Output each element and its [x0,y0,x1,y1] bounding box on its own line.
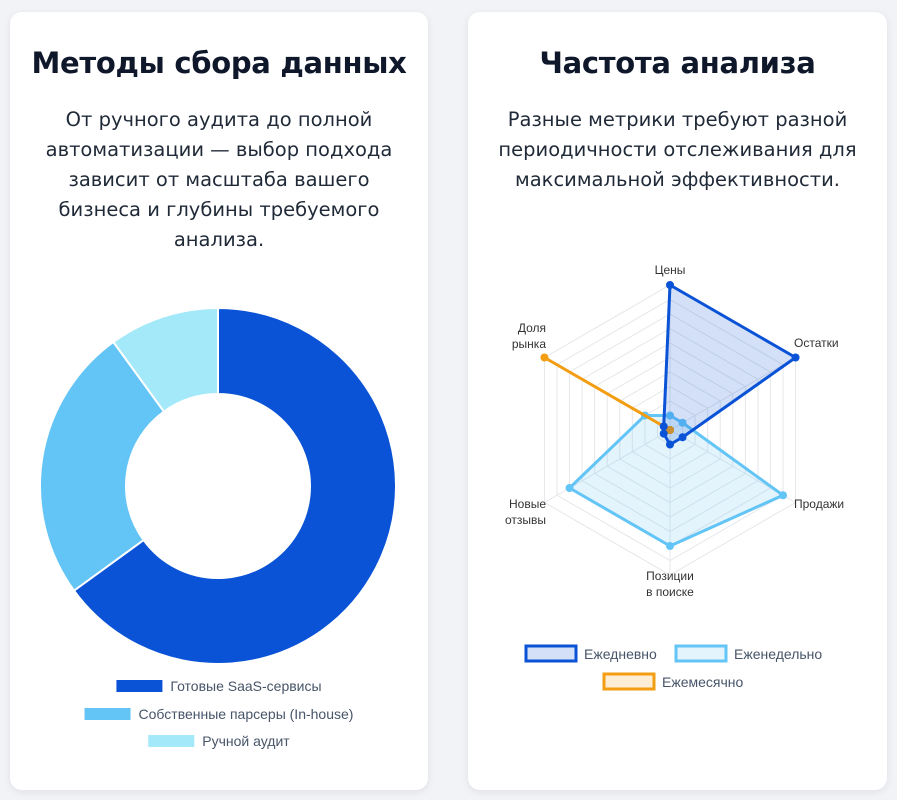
radar-point[interactable] [779,491,788,500]
legend-item[interactable]: Ежемесячно [602,672,744,691]
legend-swatch [148,735,195,747]
legend-swatch [674,644,728,663]
radar-axis-label: Продажи [794,497,844,511]
legend-swatch [116,680,163,692]
radar-point[interactable] [791,353,800,362]
legend-label: Ручной аудит [202,733,290,749]
radar-series[interactable] [659,281,800,449]
legend-swatch [524,644,578,663]
radar-spoke [544,429,671,503]
donut-slice[interactable] [72,306,397,665]
radar-point[interactable] [659,429,668,438]
frequency-card: Частота анализа Разные метрики требуют р… [468,12,887,790]
radar-chart: Цены Остатки Продажи Позиции в поиске Новые от… [505,263,844,691]
legend-item[interactable]: Еженедельно [674,644,822,663]
legend-item[interactable]: Ручной аудит [148,733,290,749]
legend-swatch [602,672,656,691]
legend-label: Ежемесячно [662,674,744,690]
radar-axis-label: Остатки [794,336,839,350]
radar-axis-label: Новые отзывы [505,497,546,527]
frequency-title: Частота анализа [539,46,816,80]
radar-point[interactable] [666,542,674,550]
radar-axis-label: Позиции в поиске [646,569,694,599]
frequency-description: Разные метрики требуют разной периодично… [498,108,857,191]
legend-swatch [84,708,131,720]
radar-point[interactable] [666,281,674,289]
legend-label: Собственные парсеры (In-house) [139,706,354,722]
legend-label: Готовые SaaS-сервисы [170,678,321,694]
radar-axis-label: Доля рынка [512,321,546,351]
radar-point[interactable] [666,411,674,420]
radar-point[interactable] [666,440,674,449]
radar-point[interactable] [666,426,674,434]
legend-item[interactable]: Готовые SaaS-сервисы [116,678,322,694]
methods-description: От ручного аудита до полной автоматизаци… [45,108,393,251]
radar-point[interactable] [565,484,574,492]
radar-series[interactable] [540,353,674,435]
radar-spoke [669,357,796,431]
radar-series-area[interactable] [662,283,798,446]
legend-item[interactable]: Собственные парсеры (In-house) [84,706,354,722]
radar-axis-label: Цены [655,263,686,277]
radar-point[interactable] [678,418,687,427]
methods-card: Методы сбора данных От ручного аудита до… [10,12,428,790]
methods-title: Методы сбора данных [31,46,407,80]
donut-chart: Готовые SaaS-сервисы Собственные парсеры … [39,306,397,749]
legend-item[interactable]: Ежедневно [524,644,657,663]
donut-slice[interactable] [111,306,219,413]
legend-label: Ежедневно [584,646,657,662]
radar-point[interactable] [678,433,687,442]
radar-point[interactable] [540,353,549,362]
legend-label: Еженедельно [734,646,822,662]
donut-slice[interactable] [39,340,166,593]
radar-point[interactable] [659,422,668,431]
